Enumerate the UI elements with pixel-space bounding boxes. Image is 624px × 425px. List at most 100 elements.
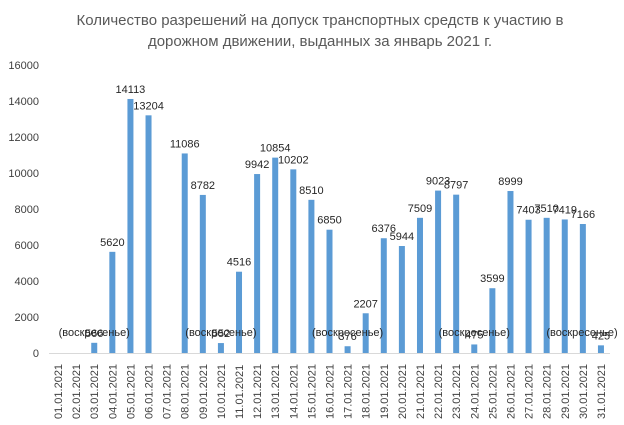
- bar: [91, 342, 98, 353]
- bar: [525, 219, 532, 353]
- x-tick-label: 08.01.2021: [180, 364, 192, 419]
- data-label: 3599: [480, 273, 504, 285]
- chart-title-line-2: дорожном движении, выданных за январь 20…: [147, 33, 493, 50]
- y-tick-label: 6000: [15, 240, 39, 252]
- data-label: 7419: [553, 204, 577, 216]
- data-label: 566: [85, 328, 103, 340]
- x-tick-label: 02.01.2021: [71, 364, 83, 419]
- data-label: 7166: [571, 209, 595, 221]
- data-label: 552: [212, 328, 230, 340]
- bar: [362, 313, 369, 353]
- annotation-label: (воскресенье): [185, 327, 256, 339]
- x-tick-label: 19.01.2021: [379, 364, 391, 419]
- y-tick-label: 16000: [8, 60, 39, 72]
- bar: [543, 217, 550, 353]
- data-labels: 566 5620 14113 13204 11086 8782 552 4516 9942 108…: [85, 84, 610, 343]
- data-label: 6376: [372, 223, 396, 235]
- bar: [290, 169, 297, 353]
- annotation-label: (воскресенье): [312, 327, 383, 339]
- y-tick-label: 0: [33, 348, 39, 360]
- x-tick-label: 12.01.2021: [252, 364, 264, 419]
- x-tick-label: 13.01.2021: [270, 364, 282, 419]
- data-label: 7403: [516, 205, 540, 217]
- x-axis: 01.01.2021 02.01.2021 03.01.2021 04.01.2021…: [49, 353, 610, 419]
- y-tick-label: 10000: [8, 168, 39, 180]
- bar: [181, 153, 188, 353]
- bar: [109, 251, 116, 353]
- data-label: 8782: [191, 180, 215, 192]
- x-tick-label: 29.01.2021: [560, 364, 572, 419]
- annotations: (воскресенье) (воскресенье) (воскресенье) (…: [59, 327, 618, 339]
- data-label: 8510: [299, 185, 323, 197]
- bar: [579, 224, 586, 353]
- data-label: 6850: [317, 215, 341, 227]
- y-tick-label: 12000: [8, 132, 39, 144]
- bars: [91, 98, 604, 353]
- bar: [217, 343, 224, 353]
- data-label: 9023: [426, 176, 450, 188]
- bar: [344, 346, 351, 353]
- x-tick-label: 14.01.2021: [288, 364, 300, 419]
- data-label: 7509: [408, 203, 432, 215]
- x-tick-label: 31.01.2021: [596, 364, 608, 419]
- bar: [471, 344, 478, 353]
- data-label: 9942: [245, 159, 269, 171]
- data-label: 7510: [534, 203, 558, 215]
- data-label: 10854: [260, 143, 291, 155]
- x-tick-label: 27.01.2021: [524, 364, 536, 419]
- bar: [435, 190, 442, 353]
- x-tick-label: 01.01.2021: [53, 364, 65, 419]
- bar: [398, 246, 405, 353]
- x-tick-label: 11.01.2021: [234, 365, 246, 419]
- x-tick-label: 15.01.2021: [306, 364, 318, 419]
- bar: [145, 115, 152, 353]
- bar: [597, 345, 604, 353]
- data-label: 8999: [498, 176, 522, 188]
- data-label: 4516: [227, 257, 251, 269]
- x-tick-label: 18.01.2021: [361, 364, 373, 419]
- x-tick-label: 30.01.2021: [578, 364, 590, 419]
- x-tick-label: 05.01.2021: [125, 364, 137, 419]
- bar: [380, 238, 387, 353]
- bar: [272, 157, 279, 353]
- data-label: 10202: [278, 154, 309, 166]
- bar: [254, 174, 261, 353]
- x-tick-label: 22.01.2021: [433, 364, 445, 419]
- bar: [416, 217, 423, 353]
- x-tick-label: 26.01.2021: [505, 364, 517, 419]
- chart-title: Количество разрешений на допуск транспор…: [40, 10, 600, 52]
- bar: [326, 229, 333, 353]
- x-tick-label: 23.01.2021: [451, 364, 463, 419]
- x-tick-label: 24.01.2021: [469, 364, 481, 419]
- chart-title-line-1: Количество разрешений на допуск транспор…: [76, 12, 564, 29]
- data-label: 13204: [133, 100, 164, 112]
- annotation-label: (воскресенье): [59, 327, 130, 339]
- x-tick-label: 09.01.2021: [198, 364, 210, 419]
- bar: [236, 271, 243, 353]
- bar: [199, 194, 206, 353]
- y-tick-label: 8000: [15, 204, 39, 216]
- x-tick-label: 17.01.2021: [343, 364, 355, 419]
- bar: [308, 199, 315, 353]
- x-tick-label: 04.01.2021: [107, 364, 119, 419]
- bar: [561, 219, 568, 353]
- annotation-label: (воскресенье): [439, 327, 510, 339]
- x-tick-label: 03.01.2021: [89, 364, 101, 419]
- y-tick-label: 2000: [15, 312, 39, 324]
- x-tick-label: 10.01.2021: [216, 364, 228, 419]
- data-label: 376: [338, 331, 356, 343]
- data-label: 11086: [170, 138, 200, 150]
- annotation-label: (воскресенье): [546, 327, 617, 339]
- x-tick-label: 28.01.2021: [542, 364, 554, 419]
- x-tick-label: 20.01.2021: [397, 364, 409, 419]
- x-tick-label: 25.01.2021: [487, 364, 499, 419]
- x-tick-label: 16.01.2021: [325, 364, 337, 419]
- x-tick-label: 07.01.2021: [162, 364, 174, 419]
- data-label: 14113: [116, 84, 146, 96]
- bar: [453, 194, 460, 353]
- x-tick-label: 06.01.2021: [144, 364, 156, 419]
- x-tick-label: 21.01.2021: [415, 364, 427, 419]
- data-label: 425: [592, 330, 610, 342]
- y-axis: 0 2000 4000 6000 8000 10000 12000 14000 16000: [8, 60, 39, 360]
